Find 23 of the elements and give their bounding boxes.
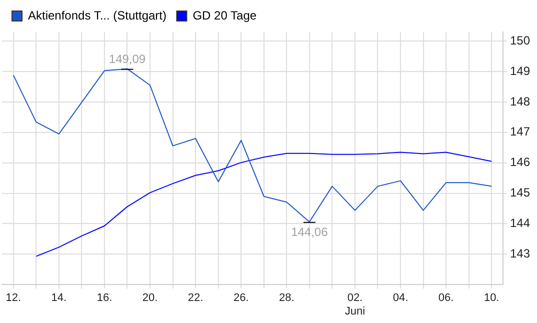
data-label: 149,09 bbox=[108, 52, 146, 66]
x-tick-label: 04. bbox=[392, 292, 408, 304]
y-tick-label: 144 bbox=[510, 216, 530, 230]
data-label: 144,06 bbox=[291, 225, 328, 240]
x-tick-label: 12. bbox=[6, 292, 22, 304]
x-tick-label: 14. bbox=[51, 292, 67, 304]
y-tick-label: 143 bbox=[510, 246, 530, 260]
x-tick-label: 20. bbox=[142, 292, 158, 304]
x-tick-label: 10. bbox=[484, 292, 500, 304]
x-tick-label: 28. bbox=[279, 292, 294, 304]
x-tick-label: 02. Juni bbox=[344, 292, 366, 318]
y-tick-label: 147 bbox=[510, 124, 530, 139]
legend-label: GD 20 Tage bbox=[192, 8, 257, 22]
x-tick-label: 16. bbox=[96, 292, 112, 304]
y-tick-label: 148 bbox=[510, 94, 530, 108]
legend-label: Aktienfonds T... (Stuttgart) bbox=[28, 8, 167, 22]
x-tick-label: 22. bbox=[188, 292, 204, 304]
y-tick-label: 145 bbox=[510, 186, 530, 200]
y-tick-label: 149 bbox=[510, 64, 530, 78]
y-tick-label: 146 bbox=[510, 155, 530, 170]
x-tick-label: 06. bbox=[438, 292, 454, 304]
x-tick-label: 26. bbox=[233, 292, 249, 304]
y-tick-label: 150 bbox=[510, 33, 530, 48]
